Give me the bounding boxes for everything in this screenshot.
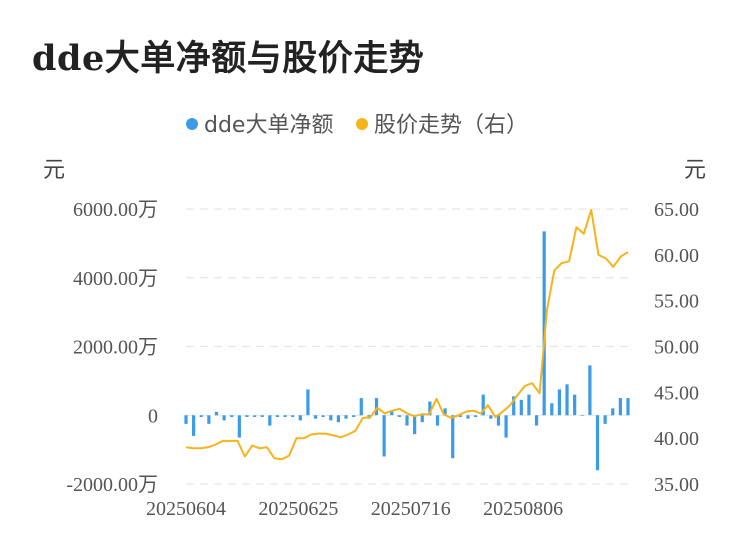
x-tick-label: 20250604 — [146, 498, 226, 520]
x-tick-label: 20250806 — [483, 498, 563, 520]
legend-line-label[interactable]: 股价走势（右） — [374, 113, 528, 138]
dde-bar — [451, 415, 455, 459]
dde-bar — [184, 415, 188, 424]
dde-bar — [527, 394, 531, 416]
dde-bar — [473, 415, 478, 417]
right-tick-label: 65.00 — [654, 199, 699, 221]
dde-bar — [359, 398, 363, 416]
dde-bar — [611, 408, 615, 416]
dde-bar — [458, 415, 462, 417]
right-tick-label: 45.00 — [654, 382, 699, 404]
dde-bar — [626, 398, 630, 416]
grid-lines — [186, 208, 628, 485]
x-tick-label: 20250716 — [371, 498, 451, 520]
left-tick-label: 0 — [148, 405, 158, 427]
dde-bar — [283, 415, 287, 417]
dde-bar — [344, 415, 348, 419]
price-line — [185, 208, 629, 461]
dde-bar — [420, 415, 424, 423]
dde-bar — [252, 415, 257, 417]
right-tick-label: 60.00 — [654, 245, 699, 267]
bar-series — [184, 231, 630, 471]
line-series — [185, 208, 629, 461]
dde-bar — [336, 415, 341, 423]
dde-bar — [298, 415, 302, 421]
dde-bar — [382, 415, 386, 457]
dde-bar — [489, 415, 493, 419]
dde-bar — [214, 411, 219, 416]
dde-bar — [512, 396, 516, 416]
dde-bar — [321, 415, 325, 417]
dde-bar — [291, 415, 295, 417]
dde-bar — [405, 415, 409, 426]
left-axis-unit: 元 — [43, 158, 65, 183]
dde-bar — [550, 403, 554, 416]
dde-bar — [245, 415, 249, 417]
dde-bar — [374, 398, 379, 416]
dde-bar — [199, 415, 203, 417]
dde-bar — [397, 415, 401, 417]
dde-bar — [207, 415, 211, 424]
dde-bar — [496, 415, 501, 426]
legend-bar-label[interactable]: dde大单净额 — [204, 113, 333, 138]
right-axis-unit: 元 — [684, 158, 706, 183]
left-tick-label: 2000.00万 — [73, 337, 158, 359]
dde-bar — [466, 415, 470, 419]
dde-bar — [435, 415, 440, 426]
dde-bar — [519, 399, 523, 416]
dde-bar — [222, 415, 226, 421]
dde-bar — [260, 415, 264, 417]
dde-bar — [443, 408, 447, 416]
right-tick-label: 40.00 — [654, 428, 699, 450]
dde-bar — [580, 415, 584, 416]
left-tick-label: 4000.00万 — [73, 268, 158, 290]
x-tick-label: 20250625 — [258, 498, 338, 520]
dde-bar — [481, 394, 485, 416]
dde-bar — [313, 415, 318, 419]
right-tick-label: 35.00 — [654, 474, 699, 496]
dde-bar — [504, 415, 508, 438]
dde-bar — [268, 415, 272, 426]
right-tick-label: 55.00 — [654, 291, 699, 313]
dde-bar — [618, 398, 622, 416]
dde-bar — [534, 415, 539, 426]
dde-bar — [557, 389, 562, 416]
left-tick-label: -2000.00万 — [66, 474, 158, 496]
legend-bar-marker — [186, 118, 198, 130]
dde-bar — [275, 415, 280, 417]
right-tick-label: 50.00 — [654, 337, 699, 359]
legend-line-marker — [356, 118, 368, 130]
dde-bar — [428, 401, 432, 416]
dde-bar — [573, 394, 577, 416]
dde-bar — [595, 415, 600, 471]
dde-bar — [230, 415, 234, 417]
dde-bar — [413, 415, 417, 435]
dde-bar — [390, 410, 394, 416]
dde-bar — [588, 365, 592, 416]
legend[interactable]: dde大单净额 股价走势（右） — [186, 113, 528, 138]
dde-bar — [565, 384, 569, 416]
dde-bar — [192, 415, 196, 436]
dde-bar — [542, 231, 546, 416]
chart-title: dde大单净额与股价走势 — [32, 38, 425, 79]
dde-bar — [352, 415, 356, 417]
dde-bar — [237, 415, 241, 438]
dde-bar — [306, 389, 310, 416]
axes: -2000.00万 0 2000.00万 4000.00万 6000.00万 35.00 4… — [43, 158, 706, 520]
dde-bar — [603, 415, 607, 424]
dde-bar — [329, 415, 333, 421]
left-tick-label: 6000.00万 — [73, 199, 158, 221]
